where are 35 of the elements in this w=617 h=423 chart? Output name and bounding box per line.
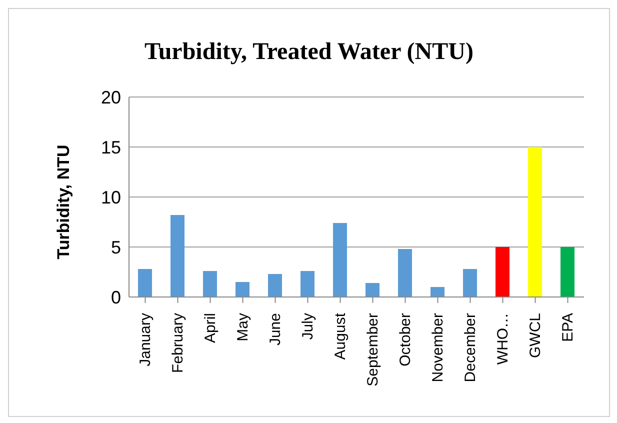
x-tick-label: September [364, 312, 382, 386]
x-tick-label: October [396, 313, 414, 366]
x-tick-label: June [266, 313, 284, 346]
y-tick-label: 10 [100, 187, 121, 208]
x-tick-label: February [169, 312, 186, 374]
bar [560, 247, 574, 297]
y-tick-label: 5 [110, 237, 121, 258]
bar [496, 247, 510, 297]
bar [333, 223, 347, 297]
x-tick-label: August [332, 312, 349, 360]
bar [398, 249, 412, 297]
bar [268, 274, 282, 297]
x-tick-label: November [429, 313, 446, 382]
bar [236, 282, 250, 297]
bar [528, 147, 542, 297]
x-tick-label: April [202, 313, 219, 344]
x-tick-label: GWCL [526, 313, 544, 358]
y-axis-title: Turbidity, NTU [54, 144, 74, 260]
bar [300, 271, 314, 297]
x-tick-label: EPA [559, 313, 576, 342]
y-tick-label: 20 [100, 87, 121, 108]
x-tick-label: January [136, 312, 154, 366]
chart-title: Turbidity, Treated Water (NTU) [144, 39, 474, 66]
y-tick-label: 15 [100, 137, 121, 158]
bar [430, 287, 444, 297]
y-tick-label: 0 [110, 287, 121, 308]
x-tick-label: May [234, 312, 252, 342]
x-tick-label: WHO… [494, 313, 512, 365]
bar [366, 283, 380, 297]
bar [203, 271, 217, 297]
bar [138, 269, 152, 297]
bar [463, 269, 477, 297]
x-tick-label: December [462, 313, 479, 382]
x-tick-label: July [299, 312, 316, 340]
bar [170, 215, 184, 297]
